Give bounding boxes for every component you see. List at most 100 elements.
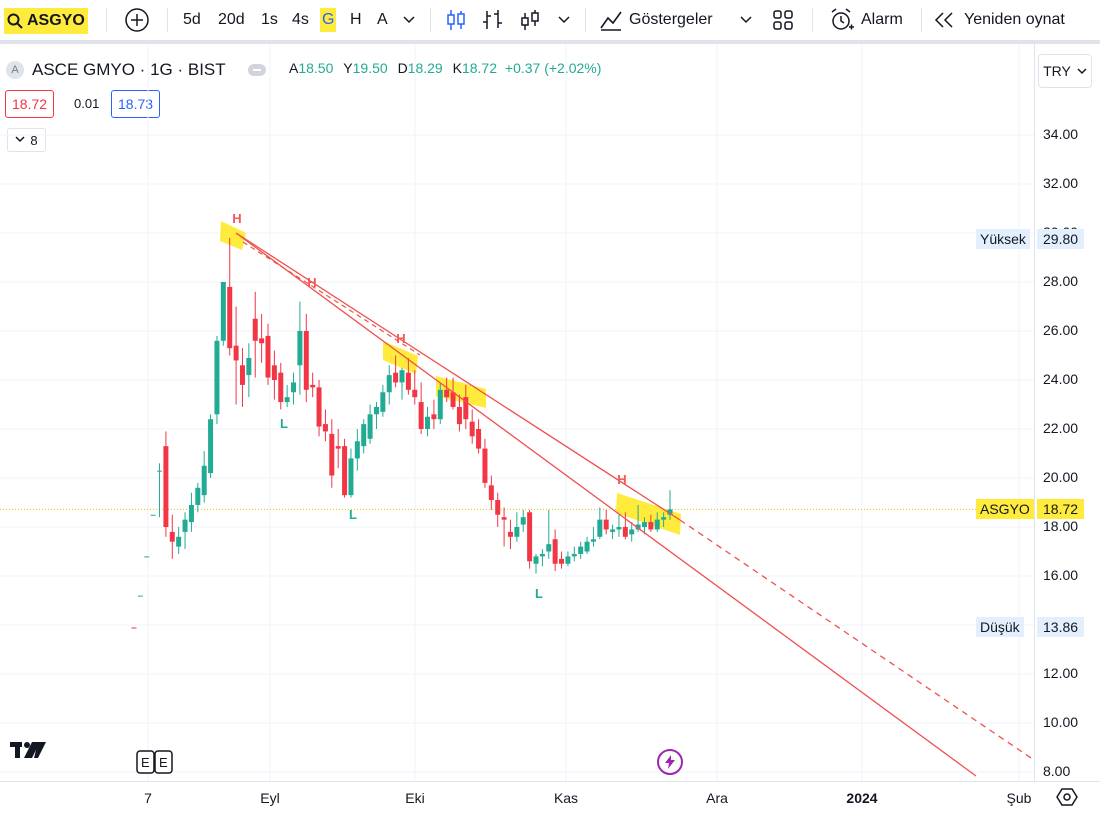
- candle: [527, 509, 533, 569]
- interval-a[interactable]: A: [377, 11, 388, 28]
- candle: [271, 350, 277, 400]
- candle-body: [546, 544, 552, 552]
- candle-body: [527, 512, 533, 562]
- candle-body: [399, 370, 405, 383]
- candle: [622, 512, 628, 540]
- intervals-dropdown[interactable]: [403, 0, 415, 40]
- bars-icon: [483, 10, 502, 29]
- candle: [239, 348, 245, 407]
- alarm-label: Alarm: [861, 11, 903, 28]
- candle-body: [418, 402, 424, 429]
- candle-body: [252, 318, 258, 341]
- legend-title[interactable]: ASCE GMYO · 1G · BIST: [32, 60, 226, 79]
- tradingview-logo[interactable]: [10, 740, 48, 768]
- sell-button[interactable]: 18.72: [5, 90, 55, 118]
- top-toolbar: ASGYO 5d 20d 1s 4s G H A: [0, 0, 1100, 44]
- candle-body: [169, 531, 175, 542]
- indicators-button[interactable]: Göstergeler: [599, 0, 713, 40]
- layouts-button[interactable]: [772, 0, 794, 40]
- candle: [571, 546, 577, 562]
- time-label-7: 7: [144, 790, 152, 806]
- candle: [137, 595, 143, 597]
- rewind-icon: [934, 12, 953, 28]
- symbol-search-button[interactable]: ASGYO: [4, 8, 88, 34]
- compare-symbol-button[interactable]: [124, 0, 150, 40]
- indicator-count: 8: [30, 132, 38, 148]
- candle-body: [208, 419, 214, 474]
- chevron-down-icon: [558, 16, 570, 24]
- candle: [437, 382, 443, 425]
- candle: [456, 394, 462, 432]
- candle-body: [648, 522, 654, 530]
- indicators-collapse-button[interactable]: 8: [7, 128, 46, 152]
- candle: [552, 529, 558, 572]
- settings-gear-icon[interactable]: [1056, 786, 1078, 808]
- candle: [425, 406, 431, 437]
- candle-body: [456, 406, 462, 425]
- candles-chart-type-button[interactable]: [445, 0, 467, 40]
- alarm-button[interactable]: Alarm: [829, 0, 903, 40]
- indicators-label: Göstergeler: [629, 11, 713, 28]
- currency-label: TRY: [1043, 63, 1071, 79]
- svg-text:E: E: [159, 755, 168, 770]
- price-tick-label: 18.00: [1043, 518, 1079, 534]
- candle: [469, 409, 475, 444]
- candle: [412, 370, 418, 405]
- candle-body: [667, 509, 673, 515]
- yellow-highlight-mark: [220, 221, 246, 250]
- candle-body: [437, 389, 443, 420]
- candle-body: [559, 558, 565, 564]
- currency-select[interactable]: TRY: [1038, 54, 1092, 88]
- legend-collapse-toggle[interactable]: [247, 64, 266, 76]
- hollow-candles-icon: [521, 10, 539, 30]
- candle-body: [201, 465, 207, 496]
- low-key: D: [397, 60, 408, 76]
- indicators-dropdown[interactable]: [740, 0, 752, 40]
- candle-body: [469, 421, 475, 437]
- price-tick-label: 16.00: [1043, 567, 1079, 583]
- candle: [214, 335, 220, 425]
- close-key: K: [452, 60, 462, 76]
- high-mark: H: [617, 472, 626, 487]
- candle: [157, 463, 163, 518]
- candle: [195, 482, 201, 513]
- candle-body: [227, 286, 233, 349]
- interval-5d[interactable]: 5d: [183, 11, 201, 28]
- bars-chart-type-button[interactable]: [481, 0, 505, 40]
- candle: [265, 323, 271, 385]
- trendline-solid-2: [235, 232, 681, 521]
- buy-button[interactable]: 18.73: [111, 90, 161, 118]
- alarm-clock-icon: [831, 8, 854, 30]
- candle-body: [271, 365, 277, 380]
- symbol-logo: A: [6, 61, 24, 79]
- chevron-down-icon: [1077, 67, 1087, 74]
- candle-body: [335, 446, 341, 449]
- candle: [654, 512, 660, 532]
- price-chart[interactable]: H H H H L L L: [0, 44, 1034, 781]
- price-tick-label: 26.00: [1043, 322, 1079, 338]
- hollow-candles-button[interactable]: [519, 0, 541, 40]
- dividends-earnings-icon[interactable]: E E: [136, 750, 173, 774]
- interval-h[interactable]: H: [350, 11, 362, 28]
- candle-body: [157, 470, 163, 472]
- interval-1s[interactable]: 1s: [261, 11, 278, 28]
- candle-body: [450, 392, 456, 407]
- high-value: 19.50: [352, 60, 388, 76]
- replay-button[interactable]: Yeniden oynat: [934, 0, 1065, 40]
- candle: [597, 507, 603, 540]
- interval-g-active[interactable]: G: [320, 8, 337, 32]
- candle-body: [533, 556, 539, 564]
- chart-type-dropdown[interactable]: [558, 0, 570, 40]
- interval-4s[interactable]: 4s: [292, 11, 309, 28]
- price-tick-label: 34.00: [1043, 126, 1079, 142]
- price-tick-label: 10.00: [1043, 714, 1079, 730]
- tradingview-logo-icon: [10, 742, 46, 758]
- candle-body: [616, 527, 622, 530]
- candle-body: [405, 372, 411, 390]
- lightning-event-icon[interactable]: [657, 749, 683, 775]
- interval-20d[interactable]: 20d: [218, 11, 245, 28]
- candle: [342, 438, 348, 498]
- candle: [616, 514, 622, 537]
- chart-grid: [0, 44, 1034, 781]
- candle: [297, 301, 303, 395]
